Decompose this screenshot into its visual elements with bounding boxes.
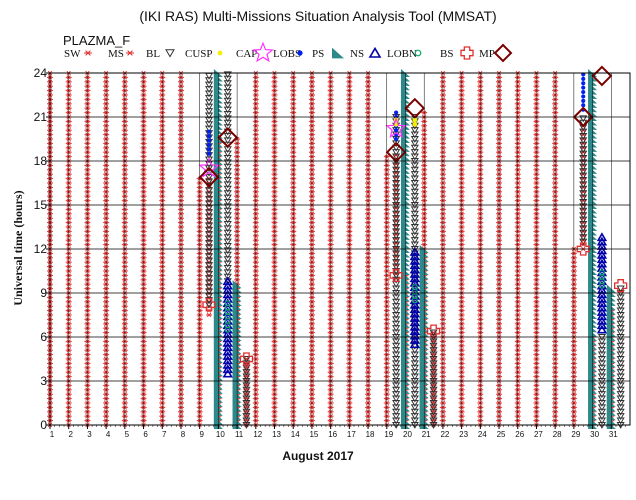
- x-tick-label: 5: [125, 430, 130, 439]
- x-tick-label: 24: [478, 430, 487, 439]
- legend-label-lobn: LOBN: [387, 48, 417, 60]
- legend-marker-ms: [126, 50, 134, 56]
- legend-label-cap: CAP: [236, 48, 257, 60]
- mark-lobs: [581, 85, 586, 90]
- legend: SW MS BL CUSP CAP LOBS PS NS LOBN BS MP: [64, 41, 513, 63]
- legend-label-bs: BS: [440, 48, 453, 60]
- legend-marker-ps: [332, 47, 344, 59]
- x-tick-label: 20: [403, 430, 412, 439]
- x-tick-label: 31: [609, 430, 618, 439]
- x-tick-label: 14: [291, 430, 300, 439]
- x-tick-label: 26: [515, 430, 524, 439]
- y-tick-label: 18: [34, 154, 48, 168]
- legend-label-sw: SW: [64, 48, 81, 60]
- legend-marker-lobs: [297, 50, 303, 56]
- legend-label-lobs: LOBS: [273, 48, 301, 60]
- y-tick-label: 9: [40, 286, 47, 300]
- mark-cusp: [412, 121, 418, 127]
- y-tick-label: 21: [34, 110, 48, 124]
- chart-subtitle: PLAZMA_F: [63, 33, 130, 48]
- legend-label-ms: MS: [108, 48, 124, 60]
- y-axis-label: Universal time (hours): [11, 190, 25, 305]
- legend-label-cusp: CUSP: [185, 48, 213, 60]
- legend-label-ns: NS: [350, 48, 364, 60]
- x-tick-label: 3: [87, 430, 92, 439]
- x-tick-label: 2: [68, 430, 73, 439]
- legend-marker-cusp: [217, 50, 223, 56]
- y-tick-label: 24: [34, 66, 48, 80]
- mark-lobs: [581, 94, 586, 99]
- legend-marker-bl: [165, 49, 175, 58]
- mark-lobs: [206, 129, 212, 134]
- x-tick-label: 23: [459, 430, 468, 439]
- x-tick-label: 27: [534, 430, 543, 439]
- y-tick-label: 12: [34, 242, 48, 256]
- x-tick-label: 22: [440, 430, 449, 439]
- mark-lobs: [581, 89, 586, 95]
- plot-area: [47, 65, 628, 430]
- y-tick-label: 0: [40, 418, 47, 432]
- legend-label-ps: PS: [312, 48, 324, 60]
- y-tick-label: 6: [40, 330, 47, 344]
- legend-marker-bs: [460, 46, 474, 60]
- mark-lobs: [206, 133, 212, 139]
- mark-lobs: [206, 138, 212, 143]
- mark-lobs: [581, 81, 586, 86]
- x-tick-label: 8: [181, 430, 186, 439]
- x-tick-label: 16: [328, 430, 337, 439]
- x-tick-label: 7: [162, 430, 167, 439]
- x-tick-label: 18: [366, 430, 375, 439]
- x-tick-label: 15: [309, 430, 318, 439]
- mark-lobs: [581, 76, 586, 81]
- mark-lobs: [394, 110, 399, 115]
- x-tick-label: 29: [571, 430, 580, 439]
- y-tick-label: 3: [40, 374, 47, 388]
- x-tick-label: 25: [497, 430, 506, 439]
- legend-label-bl: BL: [146, 48, 160, 60]
- x-tick-label: 4: [106, 430, 111, 439]
- x-tick-label: 28: [553, 430, 562, 439]
- x-tick-label: 21: [422, 430, 431, 439]
- mark-lobs: [206, 142, 212, 147]
- legend-marker-ns: [368, 46, 382, 58]
- legend-marker-sw: [84, 50, 92, 56]
- y-tick-label: 15: [34, 198, 48, 212]
- mark-lobs: [581, 98, 586, 103]
- x-tick-label: 9: [199, 430, 204, 439]
- x-tick-label: 12: [253, 430, 262, 439]
- mark-lobs: [394, 128, 399, 133]
- mark-lobs: [206, 151, 212, 156]
- mark-bs: [202, 298, 216, 312]
- mark-lobs: [394, 136, 399, 142]
- x-tick-label: 1: [50, 430, 55, 439]
- x-tick-label: 13: [272, 430, 281, 439]
- x-tick-label: 17: [347, 430, 356, 439]
- chart-title: (IKI RAS) Multi-Missions Situation Analy…: [139, 8, 496, 24]
- x-axis-label: August 2017: [282, 449, 354, 463]
- x-tick-label: 19: [384, 430, 393, 439]
- legend-marker-cap: [252, 41, 274, 63]
- x-tick-label: 11: [235, 430, 244, 439]
- mark-ms: [206, 312, 213, 318]
- x-tick-label: 10: [216, 430, 225, 439]
- legend-marker-mp: [493, 43, 513, 63]
- x-tick-label: 30: [590, 430, 599, 439]
- mark-lobs: [206, 147, 212, 152]
- legend-label-mp: MP: [479, 48, 495, 60]
- mark-bs: [389, 268, 403, 283]
- x-tick-label: 6: [143, 430, 148, 439]
- legend-marker-lobn: [414, 49, 422, 57]
